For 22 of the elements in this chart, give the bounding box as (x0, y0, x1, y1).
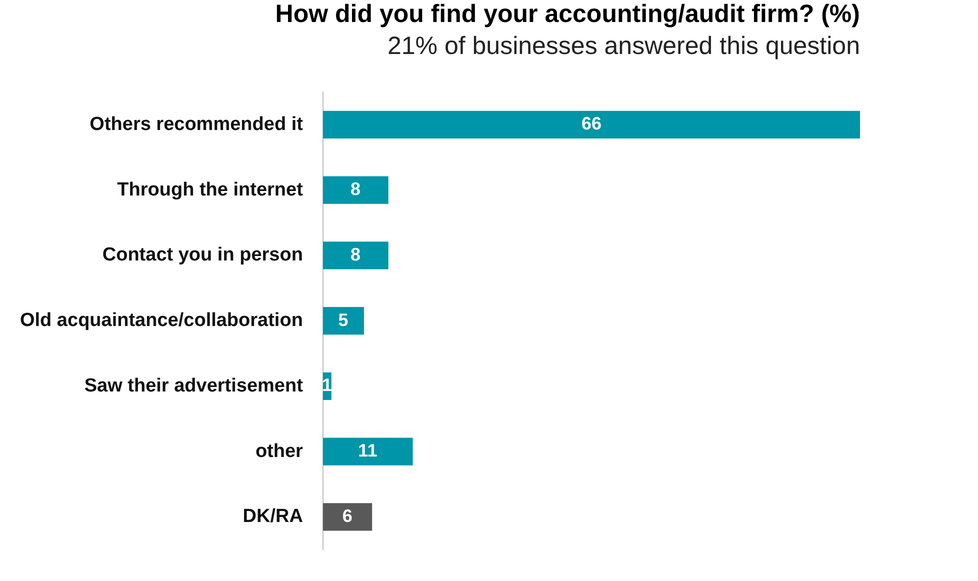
data-label: 11 (358, 440, 378, 461)
y-tick-label: other (255, 440, 304, 462)
bar (322, 438, 413, 466)
bar (322, 503, 372, 531)
bar (322, 242, 388, 270)
y-tick-label: Contact you in person (102, 244, 303, 266)
data-label: 8 (350, 244, 360, 264)
chart-title: How did you find your accounting/audit firm? (%) (275, 0, 860, 28)
y-tick-label: Saw their advertisement (84, 375, 304, 396)
y-tick-label: Through the internet (117, 179, 304, 200)
bar (322, 176, 388, 204)
bar (322, 306, 364, 335)
y-tick-label: DK/RA (242, 506, 304, 528)
data-label: 1 (322, 375, 332, 396)
data-label: 8 (350, 179, 360, 200)
chart-subtitle: 21% of businesses answered this question (387, 32, 860, 60)
y-tick-label: Old acquaintance/collaboration (20, 310, 303, 332)
data-label: 6 (342, 506, 352, 526)
data-label: 66 (581, 114, 602, 134)
data-label: 5 (338, 310, 348, 330)
y-tick-label: Others recommended it (90, 114, 304, 135)
bar (322, 110, 860, 139)
